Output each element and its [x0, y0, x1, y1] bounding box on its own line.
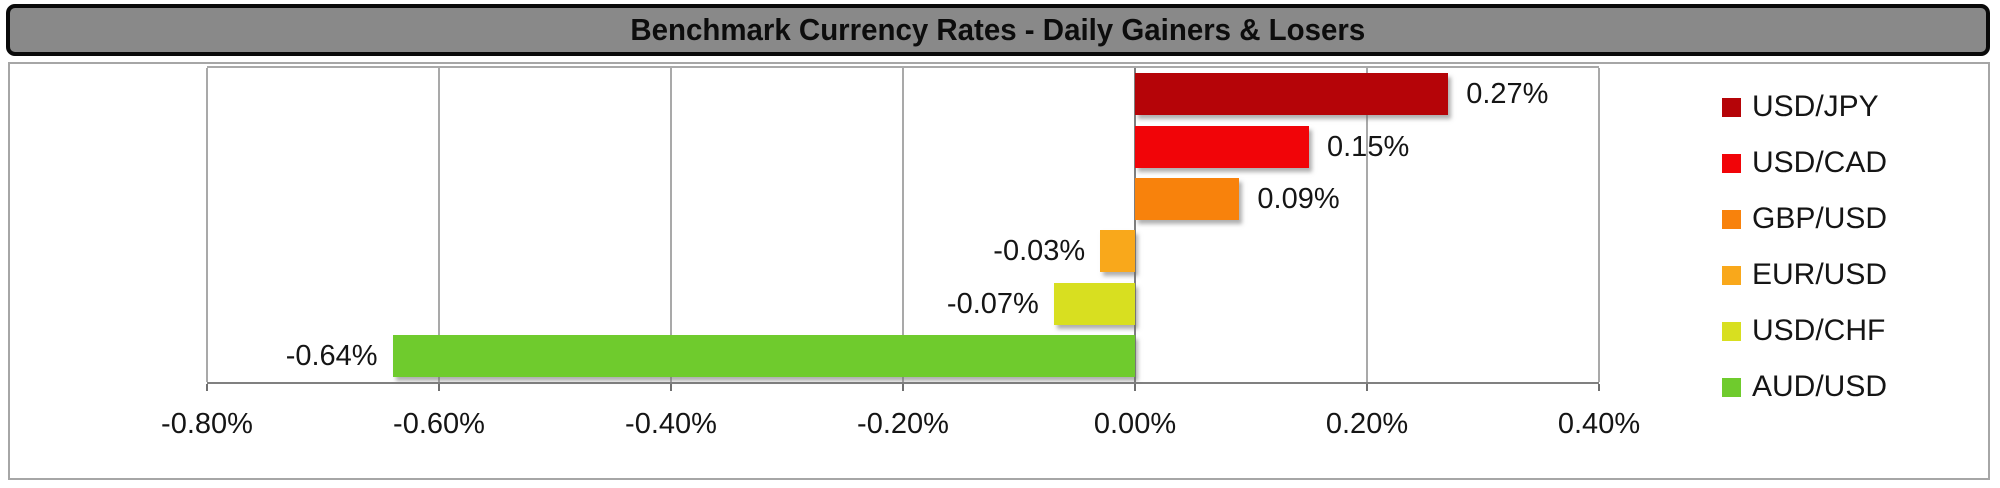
x-tick-label: 0.00%: [1093, 408, 1177, 440]
x-tick-label: -0.20%: [857, 408, 949, 440]
x-tick-label: -0.40%: [625, 408, 717, 440]
gridline: [1598, 68, 1600, 382]
bar-value-label: 0.15%: [1327, 131, 1410, 163]
bar-aud-usd: [392, 335, 1135, 377]
legend-item-gbp-usd: GBP/USD: [1722, 204, 1887, 234]
legend-label: USD/CAD: [1752, 146, 1888, 179]
x-tick-label: 0.40%: [1557, 408, 1641, 440]
x-tick-label: 0.20%: [1325, 408, 1409, 440]
gridline: [670, 68, 672, 382]
x-tick-mark: [902, 384, 904, 391]
legend-item-usd-chf: USD/CHF: [1722, 316, 1887, 346]
bar-value-label: 0.09%: [1257, 183, 1340, 215]
gridline: [438, 68, 440, 382]
plot-area: 0.27% 0.15% 0.09% -0.03% -0.07% -0.64%: [206, 66, 1600, 391]
bar-value-label: -0.07%: [946, 288, 1039, 320]
bar-eur-usd: [1100, 230, 1135, 272]
x-tick-label: -0.60%: [393, 408, 485, 440]
bar-usd-cad: [1135, 126, 1309, 168]
bar-usd-jpy: [1135, 73, 1449, 115]
legend-swatch-usd-cad: [1722, 153, 1741, 173]
legend-label: GBP/USD: [1752, 202, 1888, 235]
chart-title-bar: Benchmark Currency Rates - Daily Gainers…: [6, 4, 1990, 56]
legend-label: AUD/USD: [1752, 370, 1888, 403]
legend-label: USD/CHF: [1752, 314, 1886, 347]
chart-area: 0.27% 0.15% 0.09% -0.03% -0.07% -0.64% -0.80%…: [8, 62, 1990, 480]
bar-value-label: -0.03%: [993, 235, 1086, 267]
gridline: [902, 68, 904, 382]
x-tick-mark: [438, 384, 440, 391]
x-tick-mark: [670, 384, 672, 391]
legend-swatch-gbp-usd: [1722, 209, 1741, 229]
bar-value-label: -0.64%: [285, 340, 378, 372]
legend: USD/JPY USD/CAD GBP/USD EUR/USD USD/CHF AUD/U…: [1722, 92, 1887, 402]
zero-axis-line: [1134, 68, 1136, 382]
bar-gbp-usd: [1135, 178, 1240, 220]
x-tick-label: -0.80%: [161, 408, 253, 440]
gridline: [1366, 68, 1368, 382]
legend-item-eur-usd: EUR/USD: [1722, 260, 1887, 290]
legend-label: USD/JPY: [1752, 90, 1879, 123]
gridline: [206, 68, 208, 382]
x-tick-mark: [1366, 384, 1368, 391]
legend-label: EUR/USD: [1752, 258, 1888, 291]
legend-swatch-usd-chf: [1722, 321, 1741, 341]
legend-swatch-usd-jpy: [1722, 97, 1741, 117]
x-tick-mark: [1598, 384, 1600, 391]
legend-item-usd-jpy: USD/JPY: [1722, 92, 1887, 122]
chart-title: Benchmark Currency Rates - Daily Gainers…: [630, 12, 1366, 47]
x-tick-mark: [206, 384, 208, 391]
bar-value-label: 0.27%: [1466, 78, 1549, 110]
x-tick-mark: [1134, 384, 1136, 391]
legend-swatch-eur-usd: [1722, 265, 1741, 285]
legend-item-usd-cad: USD/CAD: [1722, 148, 1887, 178]
legend-item-aud-usd: AUD/USD: [1722, 372, 1887, 402]
bar-usd-chf: [1053, 283, 1135, 325]
legend-swatch-aud-usd: [1722, 377, 1741, 397]
